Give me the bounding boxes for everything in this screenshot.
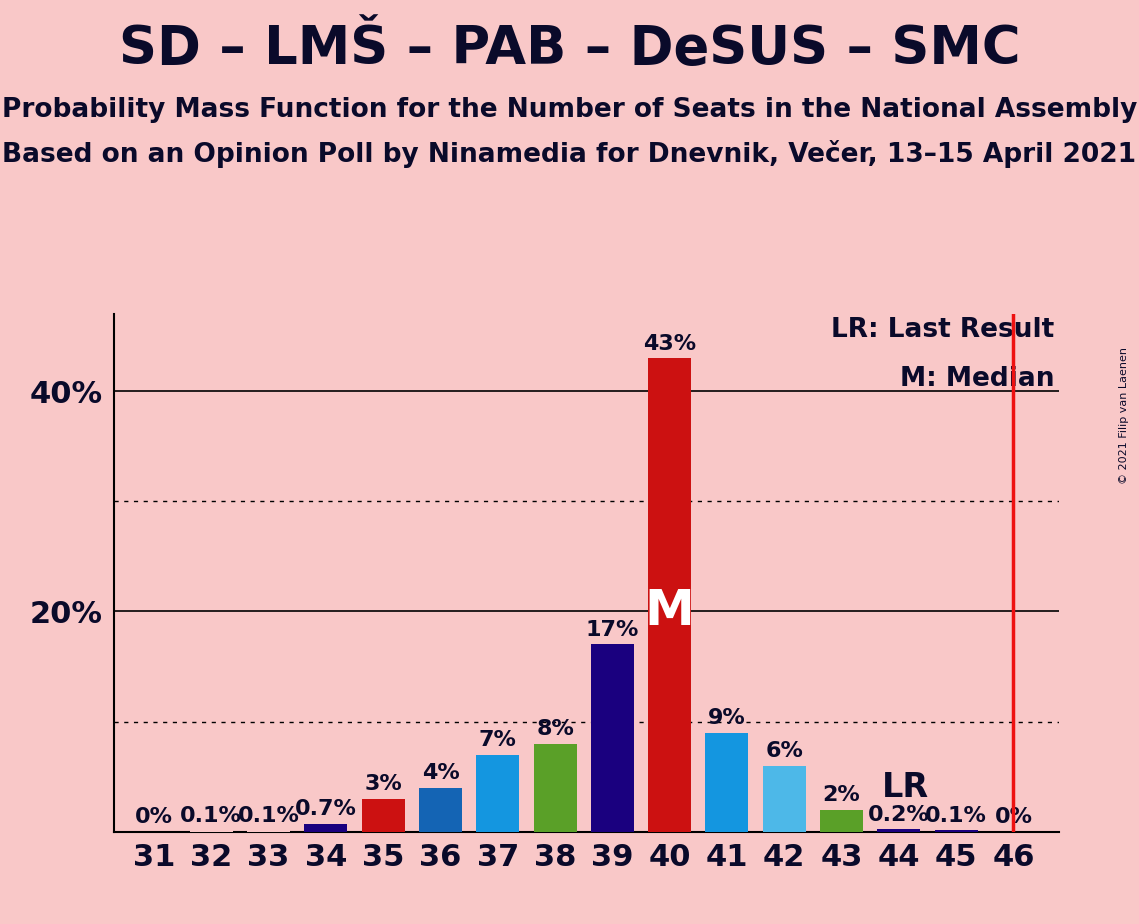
Text: © 2021 Filip van Laenen: © 2021 Filip van Laenen (1120, 347, 1129, 484)
Bar (591, 644, 634, 832)
Text: 0.2%: 0.2% (868, 805, 929, 825)
Bar (304, 824, 347, 832)
Bar (419, 787, 462, 832)
Bar (648, 359, 691, 832)
Text: Based on an Opinion Poll by Ninamedia for Dnevnik, Večer, 13–15 April 2021: Based on an Opinion Poll by Ninamedia fo… (2, 140, 1137, 168)
Text: 7%: 7% (478, 730, 517, 750)
Text: Probability Mass Function for the Number of Seats in the National Assembly: Probability Mass Function for the Number… (2, 97, 1137, 123)
Bar (476, 755, 519, 832)
Text: 0%: 0% (136, 808, 173, 827)
Text: 4%: 4% (421, 763, 459, 784)
Text: SD – LMŠ – PAB – DeSUS – SMC: SD – LMŠ – PAB – DeSUS – SMC (118, 23, 1021, 75)
Text: 17%: 17% (585, 620, 639, 640)
Bar (705, 733, 748, 832)
Bar (190, 831, 232, 832)
Bar (820, 809, 863, 832)
Bar (935, 831, 977, 832)
Text: 9%: 9% (708, 708, 746, 728)
Text: 0%: 0% (994, 808, 1032, 827)
Bar (247, 831, 290, 832)
Text: M: Median: M: Median (900, 366, 1055, 392)
Text: 0.1%: 0.1% (925, 806, 988, 826)
Bar (533, 744, 576, 832)
Text: M: M (645, 588, 695, 636)
Text: 0.1%: 0.1% (180, 806, 243, 826)
Text: 8%: 8% (536, 719, 574, 739)
Text: 0.1%: 0.1% (238, 806, 300, 826)
Bar (763, 766, 805, 832)
Text: LR: Last Result: LR: Last Result (831, 317, 1055, 343)
Text: 3%: 3% (364, 774, 402, 794)
Text: 6%: 6% (765, 741, 803, 761)
Text: LR: LR (882, 771, 928, 804)
Text: 0.7%: 0.7% (295, 799, 357, 820)
Bar (877, 830, 920, 832)
Text: 43%: 43% (644, 334, 696, 354)
Text: 2%: 2% (822, 785, 860, 805)
Bar (362, 798, 404, 832)
